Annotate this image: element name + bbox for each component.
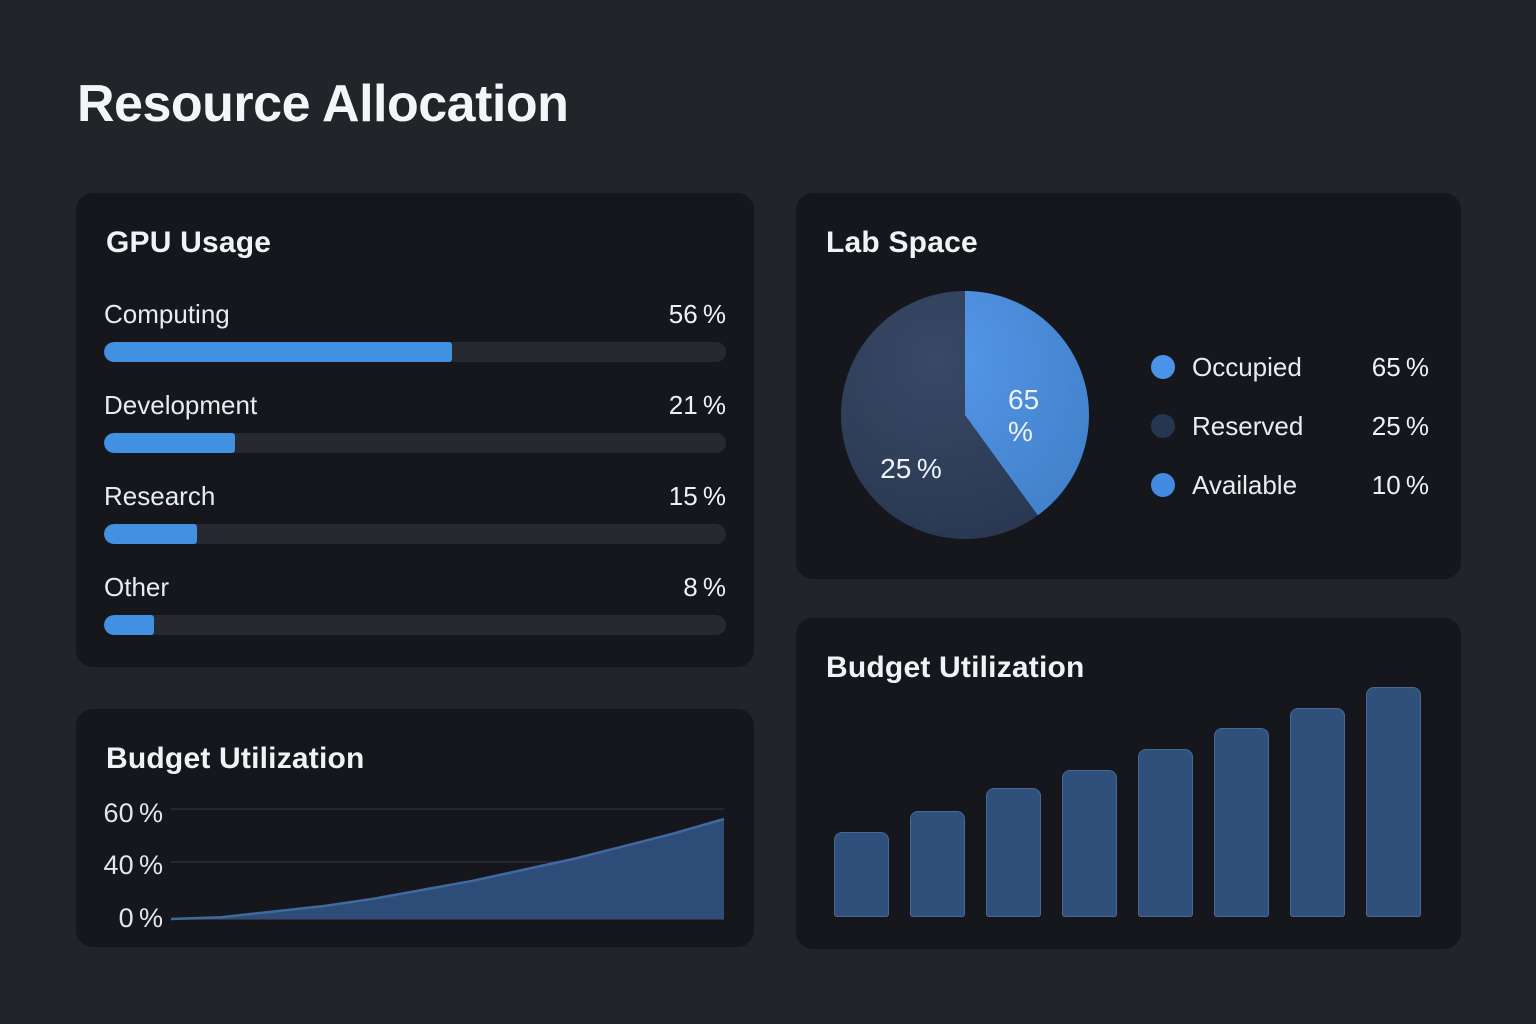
gpu-usage-value: 15 % (668, 481, 726, 511)
budget-bar (1138, 749, 1193, 917)
budget-bar (1062, 770, 1117, 917)
legend-row-occupied: Occupied 65 % (1151, 350, 1429, 384)
legend-label: Occupied (1192, 351, 1302, 382)
gpu-usage-bar-list: Computing 56 % Development 21 % Research 15 %… (104, 299, 726, 663)
gpu-usage-progress-track (104, 433, 726, 453)
gpu-usage-title: GPU Usage (106, 226, 272, 259)
y-axis-tick-60: 60 % (103, 798, 163, 828)
legend-dot-occupied (1151, 355, 1175, 379)
gpu-usage-row-header: Other 8 % (104, 572, 726, 602)
legend-dot-available (1151, 473, 1175, 497)
legend-row-reserved: Reserved 25 % (1151, 409, 1429, 443)
gpu-usage-row: Development 21 % (104, 390, 726, 453)
budget-utilization-bars-card: Budget Utilization (795, 617, 1462, 950)
gpu-usage-category-label: Development (104, 390, 258, 420)
gpu-usage-value: 8 % (683, 572, 726, 602)
y-axis-tick-0: 0 % (118, 903, 163, 933)
budget-area-title: Budget Utilization (106, 742, 365, 775)
budget-bar (986, 788, 1041, 917)
legend-value: 25 % (1371, 410, 1429, 441)
lab-space-card: Lab Space 65 % 25 % Occupied 65 % Reserved… (795, 192, 1462, 580)
gpu-usage-progress-fill (104, 342, 453, 362)
budget-bar (1366, 687, 1421, 917)
gpu-usage-row-header: Development 21 % (104, 390, 726, 420)
gpu-usage-category-label: Other (104, 572, 170, 602)
legend-dot-reserved (1151, 414, 1175, 438)
legend-row-available: Available 10 % (1151, 468, 1429, 502)
gpu-usage-row-header: Computing 56 % (104, 299, 726, 329)
gpu-usage-row-header: Research 15 % (104, 481, 726, 511)
gpu-usage-value: 21 % (668, 390, 726, 420)
legend-label: Available (1192, 469, 1298, 500)
pie-slice-label-occupied: 65 % (1008, 384, 1045, 447)
legend-label: Reserved (1192, 410, 1304, 441)
pie-slice-label-reserved: 25 % (880, 453, 942, 484)
budget-bar (834, 832, 889, 917)
page-title: Resource Allocation (77, 75, 569, 133)
legend-value: 65 % (1371, 351, 1429, 382)
gpu-usage-category-label: Computing (104, 299, 230, 329)
budget-bar-chart (834, 687, 1421, 917)
gpu-usage-value: 56 % (668, 299, 726, 329)
lab-space-legend: Occupied 65 % Reserved 25 % Available 10 % (1151, 350, 1429, 527)
gpu-usage-progress-fill (104, 524, 198, 544)
legend-value: 10 % (1371, 469, 1429, 500)
gpu-usage-progress-fill (104, 615, 154, 635)
budget-bar (1290, 708, 1345, 917)
gpu-usage-progress-track (104, 615, 726, 635)
gpu-usage-progress-track (104, 342, 726, 362)
gpu-usage-row: Computing 56 % (104, 299, 726, 362)
gpu-usage-progress-fill (104, 433, 235, 453)
lab-space-title: Lab Space (826, 226, 978, 259)
gpu-usage-row: Other 8 % (104, 572, 726, 635)
area-stroke-line (170, 817, 725, 921)
budget-bars-title: Budget Utilization (826, 651, 1085, 684)
budget-utilization-area-card: Budget Utilization 60 % 40 % 0 % (75, 708, 755, 948)
area-fill (171, 819, 724, 919)
y-axis-tick-40: 40 % (103, 850, 163, 880)
gpu-usage-row: Research 15 % (104, 481, 726, 544)
lab-space-pie-chart: 65 % 25 % (841, 291, 1089, 539)
gpu-usage-progress-track (104, 524, 726, 544)
budget-area-chart (170, 808, 725, 921)
budget-bar (1214, 728, 1269, 917)
budget-bar (910, 811, 965, 917)
gpu-usage-category-label: Research (104, 481, 216, 511)
gpu-usage-card: GPU Usage Computing 56 % Development 21 % Re… (75, 192, 755, 668)
